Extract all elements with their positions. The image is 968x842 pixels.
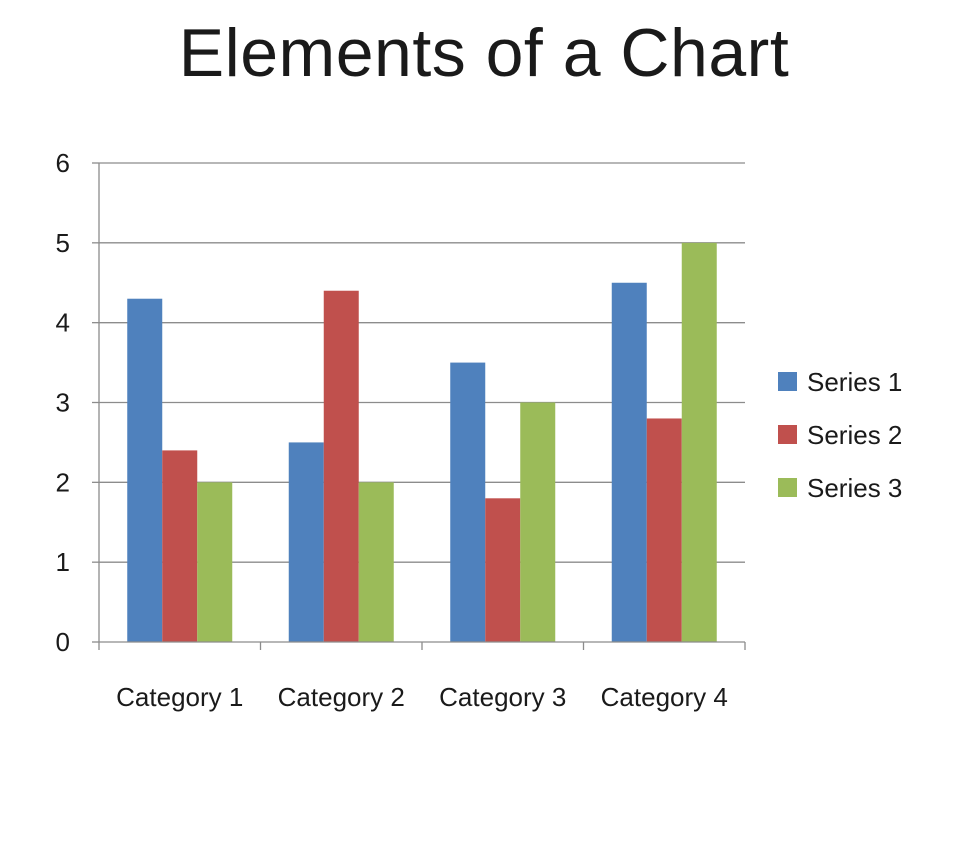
- y-tick-label: 6: [56, 148, 70, 178]
- y-axis: 0 1 2 3 4 5 6: [56, 148, 100, 657]
- bar: [358, 482, 394, 642]
- x-axis: Category 1 Category 2 Category 3 Category 4: [98, 641, 746, 712]
- x-tick-label: Category 4: [601, 682, 728, 712]
- legend-label: Series 2: [807, 420, 902, 450]
- bar: [611, 282, 647, 642]
- x-tick-label: Category 3: [439, 682, 566, 712]
- bar: [485, 498, 521, 642]
- bar: [323, 290, 359, 642]
- legend: Series 1 Series 2 Series 3: [778, 367, 902, 503]
- x-tick-label: Category 2: [278, 682, 405, 712]
- bar: [288, 442, 324, 642]
- legend-swatch: [778, 372, 797, 391]
- bar: [197, 482, 233, 642]
- bar: [681, 242, 717, 643]
- bar: [162, 450, 198, 642]
- chart-title: Elements of a Chart: [178, 15, 790, 91]
- y-tick-label: 2: [56, 467, 70, 497]
- bar: [127, 298, 163, 642]
- bars: [127, 242, 717, 643]
- legend-swatch: [778, 478, 797, 497]
- legend-swatch: [778, 425, 797, 444]
- bar: [646, 418, 682, 642]
- bar: [450, 362, 486, 642]
- x-tick-label: Category 1: [116, 682, 243, 712]
- legend-label: Series 1: [807, 367, 902, 397]
- y-tick-label: 4: [56, 308, 70, 338]
- y-tick-label: 3: [56, 388, 70, 418]
- bar: [520, 402, 556, 642]
- y-tick-label: 5: [56, 228, 70, 258]
- y-tick-label: 0: [56, 627, 70, 657]
- legend-label: Series 3: [807, 473, 902, 503]
- y-tick-label: 1: [56, 547, 70, 577]
